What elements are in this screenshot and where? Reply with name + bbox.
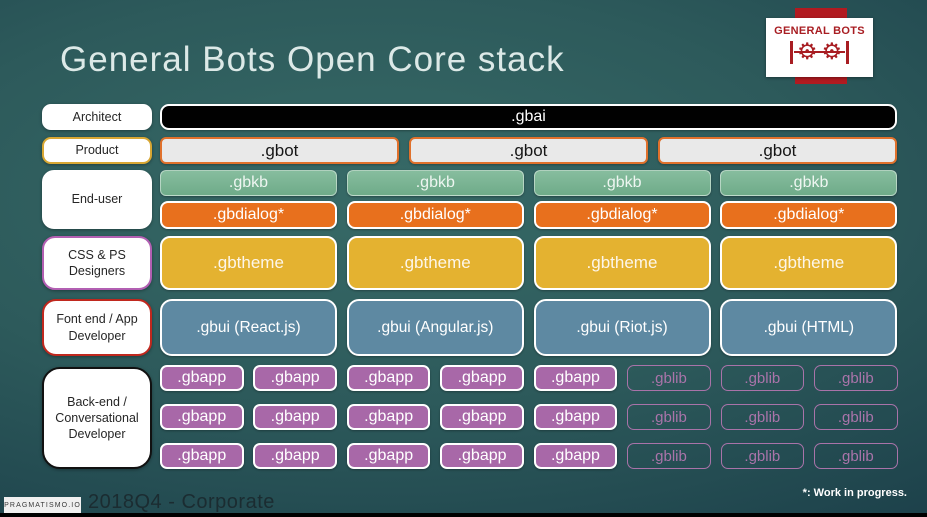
gbapp-box: .gbapp [440,404,524,430]
gblib-box: .gblib [720,404,805,430]
gear-icon: ⚙ [796,38,818,65]
gblib-box: .gblib [627,443,711,469]
gbui-box: .gbui (Riot.js) [533,299,711,356]
gblib-box: .gblib [720,365,805,391]
row-label-backend-conversational-developer: Back-end / Conversational Developer [42,367,152,469]
gear-icon: ⚙ [821,38,843,65]
gbkb-box: .gbkb [160,170,337,196]
gblib-box: .gblib [814,443,898,469]
general-bots-logo: GENERAL BOTS ⚙ ⚙ [766,18,873,77]
row-label-architect: Architect [42,104,152,130]
gbtheme-box: .gbtheme [533,236,711,290]
gbai-box: .gbai [160,104,897,130]
gbdialog-box: .gbdialog* [533,201,711,229]
gear-end-bar-right [846,40,849,64]
gbapp-box: .gbapp [533,404,618,430]
row-label-frontend-app-developer: Font end / App Developer [42,299,152,356]
gbtheme-box: .gbtheme [346,236,524,290]
gbdialog-box: .gbdialog* [720,201,898,229]
gbkb-box: .gbkb [346,170,524,196]
work-in-progress-note: *: Work in progress. [802,487,907,499]
gbui-box: .gbui (Angular.js) [346,299,524,356]
footer-caption: 2018Q4 - Corporate [88,491,275,513]
gbtheme-box: .gbtheme [720,236,898,290]
gbapp-box: .gbapp [346,404,431,430]
gbtheme-box: .gbtheme [160,236,337,290]
gbapp-box: .gbapp [533,365,618,391]
gear-end-bar-left [790,40,793,64]
gbapp-box: .gbapp [346,365,431,391]
gbapp-box: .gbapp [533,443,618,469]
gbapp-box: .gbapp [253,404,337,430]
row-label-end-user: End-user [42,170,152,229]
gbapp-box: .gbapp [253,365,337,391]
gbui-box: .gbui (HTML) [720,299,898,356]
gbdialog-box: .gbdialog* [346,201,524,229]
gbapp-box: .gbapp [160,404,244,430]
gblib-box: .gblib [627,365,711,391]
gblib-box: .gblib [814,404,898,430]
gbdialog-box: .gbdialog* [160,201,337,229]
slide-title: General Bots Open Core stack [60,40,565,79]
gear-axis-line [794,51,845,54]
gbot-box: .gbot [658,137,897,164]
gbapp-box: .gbapp [253,443,337,469]
gears-icon: ⚙ ⚙ [790,36,849,68]
logo-text: GENERAL BOTS [774,25,865,37]
gblib-box: .gblib [814,365,898,391]
gbot-box: .gbot [409,137,648,164]
gbui-box: .gbui (React.js) [160,299,337,356]
gbapp-box: .gbapp [160,365,244,391]
gbapp-box: .gbapp [346,443,431,469]
gbot-box: .gbot [160,137,399,164]
bottom-black-bar [0,513,927,517]
gblib-box: .gblib [627,404,711,430]
gblib-box: .gblib [720,443,805,469]
row-label-css-ps-designers: CSS & PS Designers [42,236,152,290]
gbkb-box: .gbkb [533,170,711,196]
row-label-product: Product [42,137,152,164]
gbkb-box: .gbkb [720,170,898,196]
gbapp-box: .gbapp [160,443,244,469]
gbapp-box: .gbapp [440,365,524,391]
pragmatismo-logo: PRAGMATISMO.IO [4,497,81,514]
gbapp-box: .gbapp [440,443,524,469]
